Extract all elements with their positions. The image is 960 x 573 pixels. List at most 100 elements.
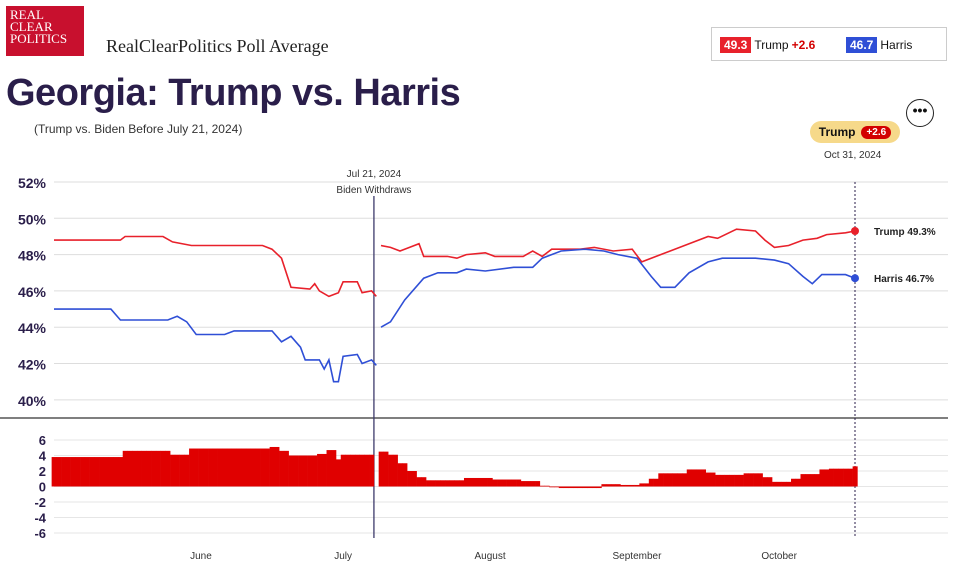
spread-bar [383, 451, 389, 487]
legend-harris[interactable]: 46.7 Harris [846, 36, 912, 54]
spread-bar [283, 450, 289, 487]
spread-bar [478, 477, 484, 487]
spread-bar [321, 453, 327, 487]
end-date-label: Oct 31, 2024 [824, 150, 882, 161]
spread-bar [449, 480, 455, 487]
spread-badge-value: +2.6 [861, 125, 892, 139]
y-tick-label: 52% [18, 175, 47, 191]
spread-bar [364, 454, 370, 487]
spread-bar [463, 477, 470, 487]
spread-bar [757, 473, 763, 487]
spread-bar [648, 478, 654, 487]
spread-bar [269, 446, 275, 487]
spread-bar [65, 457, 71, 487]
spread-bar [786, 481, 792, 487]
spread-bar [719, 474, 725, 487]
spread-bar [170, 454, 176, 487]
spread-bar [530, 481, 536, 487]
spread-bar [710, 472, 716, 487]
spread-bar [445, 480, 451, 487]
spread-bar [179, 454, 185, 487]
spread-y-tick-label: -2 [34, 495, 46, 510]
spread-bar [388, 454, 394, 487]
legend-trump[interactable]: 49.3 Trump +2.6 [720, 36, 815, 54]
spread-bar [454, 480, 460, 487]
spread-bar [809, 474, 816, 487]
spread-bar [772, 481, 778, 487]
spread-bar [340, 454, 346, 487]
spread-bar [738, 474, 744, 487]
logo-line-1: REAL [10, 7, 44, 22]
spread-bar [663, 473, 669, 487]
spread-bar [236, 448, 242, 487]
spread-bar [416, 477, 422, 487]
spread-bar [482, 477, 488, 487]
spread-bar [459, 480, 465, 487]
spread-bar [554, 486, 560, 488]
rcp-logo[interactable]: REAL CLEAR POLITICS [6, 6, 84, 56]
site-title: RealClearPolitics Poll Average [106, 36, 329, 56]
spread-bar [800, 474, 806, 487]
harris-line [54, 248, 856, 383]
spread-bar [350, 454, 356, 487]
x-month-label: September [613, 551, 663, 562]
spread-bar [326, 450, 332, 487]
spread-bar [582, 486, 588, 489]
spread-bar [492, 479, 498, 487]
spread-y-tick-label: 0 [39, 480, 46, 495]
spread-bar [226, 448, 233, 487]
spread-bar [336, 459, 342, 487]
spread-bar [151, 450, 157, 487]
y-tick-label: 40% [18, 393, 47, 409]
more-options-button[interactable]: ••• [906, 99, 934, 127]
spread-y-tick-label: 6 [39, 433, 46, 448]
spread-bar [506, 479, 512, 487]
spread-bar [767, 477, 773, 487]
spread-bar [629, 484, 635, 487]
spread-bar [781, 481, 787, 487]
spread-bar [852, 466, 858, 487]
spread-bar [563, 486, 569, 489]
legend-trump-diff: +2.6 [791, 38, 816, 52]
spread-bar [620, 484, 626, 487]
spread-bar [677, 473, 683, 487]
spread-bar [691, 469, 697, 487]
spread-bar [94, 457, 100, 487]
spread-bar [359, 454, 365, 487]
legend-harris-value: 46.7 [846, 37, 878, 53]
spread-bar [103, 457, 109, 487]
spread-bar [274, 446, 280, 487]
spread-bar [667, 473, 673, 487]
spread-bar [558, 486, 564, 489]
y-tick-label: 44% [18, 320, 47, 336]
spread-bar [544, 485, 550, 487]
spread-bar [165, 450, 171, 487]
trump-end-point [851, 227, 859, 236]
spread-bar [113, 457, 119, 487]
spread-bar [568, 486, 574, 489]
spread-bar [198, 448, 204, 487]
spread-bar [468, 477, 474, 487]
spread-bar [577, 486, 583, 489]
spread-bar [184, 454, 190, 487]
spread-bar [682, 473, 688, 487]
y-tick-label: 48% [18, 248, 47, 264]
spread-bar [345, 454, 351, 487]
spread-bar [89, 457, 95, 487]
spread-bar [61, 457, 67, 487]
spread-bar [734, 474, 740, 487]
spread-bar [705, 472, 711, 487]
spread-bar [127, 450, 133, 487]
logo-line-2: CLEAR [10, 19, 53, 34]
trump-line [54, 228, 856, 298]
harris-end-point [851, 274, 859, 283]
x-month-label: July [334, 551, 352, 562]
spread-bar [672, 473, 678, 487]
spread-bar [473, 477, 479, 487]
spread-bar [658, 473, 664, 487]
spread-y-tick-label: 2 [39, 464, 46, 479]
legend-trump-value: 49.3 [720, 37, 752, 53]
page-subtitle: (Trump vs. Biden Before July 21, 2024) [34, 122, 243, 136]
spread-bar [572, 486, 579, 489]
